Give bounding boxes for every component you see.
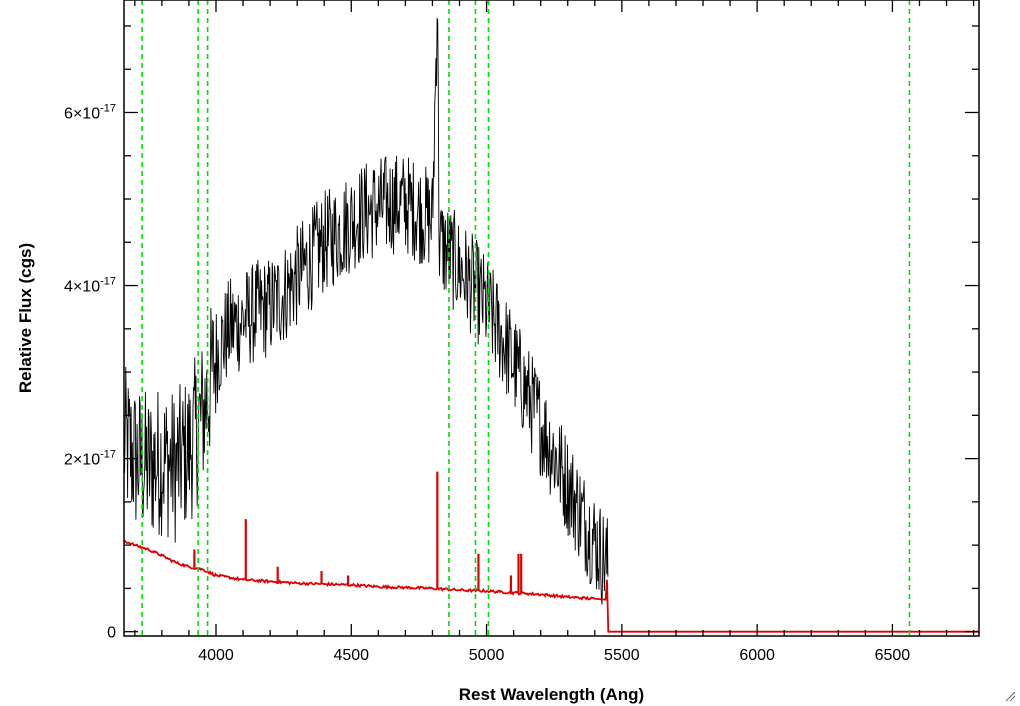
series-layer (123, 17, 979, 633)
y-tick-label: 6×10-17 (64, 102, 116, 122)
resize-grip-icon[interactable] (1004, 690, 1016, 702)
x-tick-label: 5000 (469, 647, 505, 664)
tick-labels-layer: 4000 4500 5000 5500 6000 6500 0 2×10-17 4×10-17 6… (64, 102, 910, 664)
y-axis-title: Relative Flux (cgs) (16, 243, 35, 393)
emission-spikes-layer (193, 471, 523, 594)
x-tick-label: 6500 (875, 647, 911, 664)
error-series-line (123, 539, 979, 633)
x-tick-label: 4000 (198, 647, 234, 664)
spectrum-series-line (123, 17, 609, 605)
x-axis-title: Rest Wavelength (Ang) (459, 685, 644, 704)
x-tick-label: 4500 (333, 647, 369, 664)
ticks-layer (124, 0, 979, 636)
x-tick-label: 6000 (739, 647, 775, 664)
reference-lines-layer (141, 0, 911, 636)
y-tick-label: 4×10-17 (64, 276, 116, 296)
x-tick-label: 5500 (604, 647, 640, 664)
plot-frame (123, 0, 980, 637)
y-tick-label: 0 (107, 625, 116, 642)
y-tick-label: 2×10-17 (64, 449, 116, 469)
